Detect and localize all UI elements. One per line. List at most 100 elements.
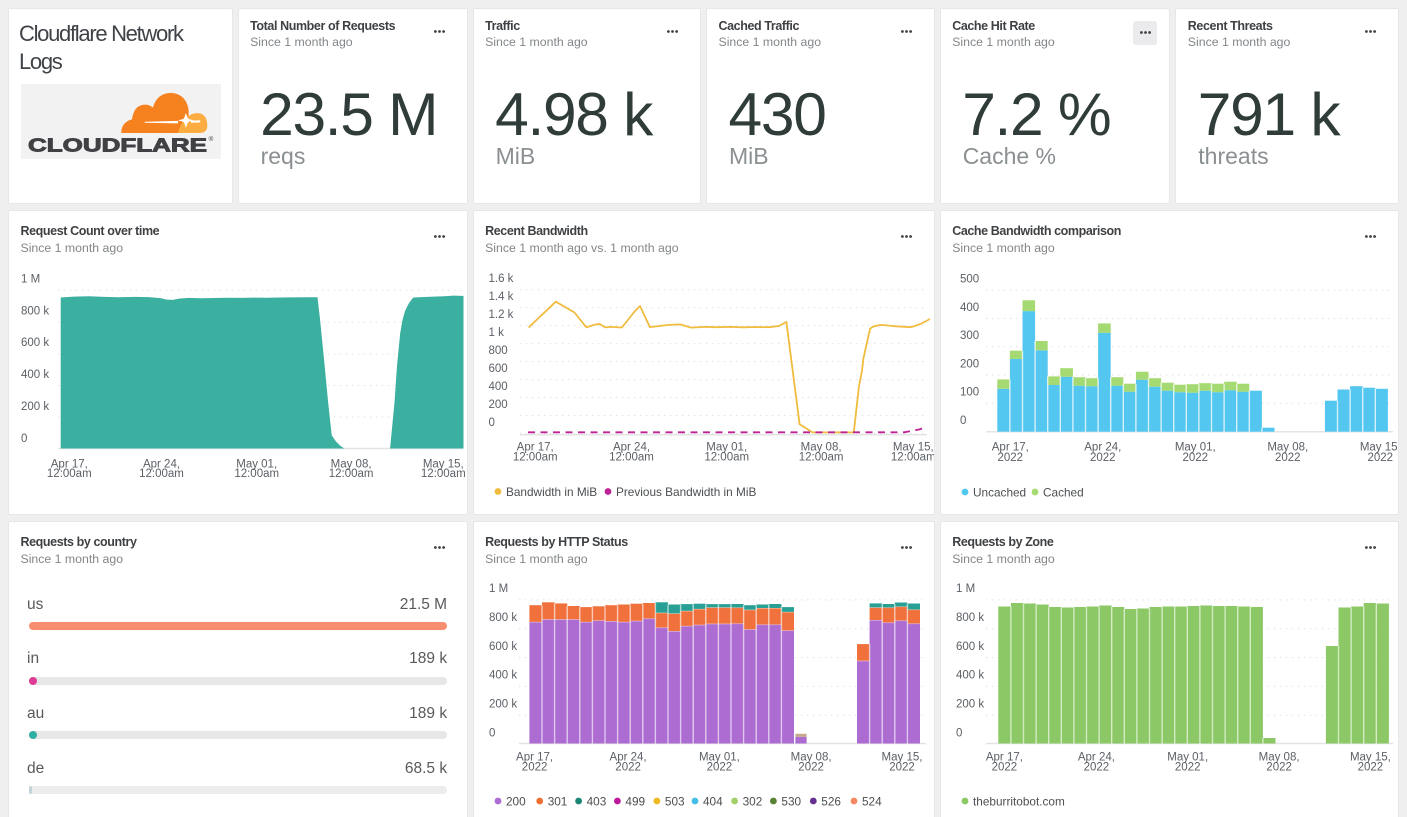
svg-text:302: 302 [742, 795, 762, 809]
svg-text:600 k: 600 k [489, 641, 517, 653]
svg-text:May 08,: May 08, [790, 752, 831, 764]
svg-text:300: 300 [960, 330, 979, 342]
svg-text:Apr 17,: Apr 17, [991, 441, 1028, 453]
svg-text:600 k: 600 k [21, 337, 49, 349]
svg-text:600: 600 [488, 363, 507, 375]
svg-text:1.4 k: 1.4 k [488, 291, 513, 303]
svg-text:524: 524 [862, 795, 882, 809]
svg-text:May 15,: May 15, [881, 752, 922, 764]
svg-text:12:00am: 12:00am [421, 468, 466, 480]
svg-text:400: 400 [488, 381, 507, 393]
svg-text:200 k: 200 k [489, 699, 517, 711]
svg-text:Apr 17,: Apr 17, [51, 459, 88, 471]
svg-text:12:00am: 12:00am [512, 452, 557, 464]
svg-text:12:00am: 12:00am [47, 468, 92, 480]
svg-text:526: 526 [821, 795, 841, 809]
svg-text:2022: 2022 [1275, 452, 1301, 464]
svg-text:2022: 2022 [706, 762, 732, 774]
svg-text:12:00am: 12:00am [234, 468, 279, 480]
svg-text:400 k: 400 k [21, 369, 49, 381]
svg-text:12:00am: 12:00am [891, 452, 935, 464]
svg-text:2022: 2022 [798, 762, 824, 774]
svg-text:200: 200 [506, 795, 526, 809]
svg-text:CLOUDFLARE: CLOUDFLARE [28, 135, 207, 156]
svg-text:Previous Bandwidth in MiB: Previous Bandwidth in MiB [616, 485, 756, 499]
svg-text:0: 0 [960, 415, 966, 427]
svg-text:600 k: 600 k [956, 641, 984, 653]
svg-text:12:00am: 12:00am [798, 452, 843, 464]
svg-text:500: 500 [960, 274, 979, 286]
svg-text:Apr 17,: Apr 17, [986, 752, 1023, 764]
svg-text:2022: 2022 [1083, 762, 1109, 774]
svg-text:®: ® [209, 135, 214, 143]
svg-text:12:00am: 12:00am [609, 452, 654, 464]
svg-text:400 k: 400 k [956, 670, 984, 682]
svg-text:100: 100 [960, 387, 979, 399]
svg-text:2022: 2022 [991, 762, 1017, 774]
svg-text:403: 403 [586, 795, 606, 809]
svg-text:May 08,: May 08, [1258, 752, 1299, 764]
svg-text:499: 499 [625, 795, 645, 809]
svg-text:May 15,: May 15, [1360, 441, 1399, 453]
svg-text:2022: 2022 [1090, 452, 1116, 464]
svg-text:Apr 17,: Apr 17, [516, 752, 553, 764]
svg-text:530: 530 [781, 795, 801, 809]
svg-text:0: 0 [21, 433, 27, 445]
svg-text:800: 800 [488, 345, 507, 357]
svg-text:200 k: 200 k [21, 401, 49, 413]
svg-text:800 k: 800 k [956, 612, 984, 624]
svg-text:Apr 24,: Apr 24, [613, 442, 650, 454]
svg-text:800 k: 800 k [21, 305, 49, 317]
svg-text:1 k: 1 k [488, 327, 504, 339]
svg-text:May 08,: May 08, [1267, 441, 1308, 453]
svg-text:May 01,: May 01, [1175, 441, 1216, 453]
svg-text:May 15,: May 15, [1350, 752, 1391, 764]
svg-text:1.6 k: 1.6 k [488, 273, 513, 285]
svg-text:May 08,: May 08, [331, 459, 372, 471]
svg-text:1 M: 1 M [21, 273, 40, 285]
svg-text:200 k: 200 k [956, 699, 984, 711]
svg-text:800 k: 800 k [489, 612, 517, 624]
svg-text:2022: 2022 [889, 762, 915, 774]
svg-text:0: 0 [489, 727, 495, 739]
svg-text:1 M: 1 M [956, 583, 975, 595]
svg-text:2022: 2022 [521, 762, 547, 774]
svg-text:2022: 2022 [997, 452, 1023, 464]
svg-text:12:00am: 12:00am [139, 468, 184, 480]
svg-text:May 01,: May 01, [236, 459, 277, 471]
svg-text:400: 400 [960, 302, 979, 314]
svg-text:404: 404 [703, 795, 723, 809]
svg-text:2022: 2022 [1175, 762, 1201, 774]
svg-text:2022: 2022 [1182, 452, 1208, 464]
svg-text:301: 301 [547, 795, 567, 809]
svg-text:2022: 2022 [615, 762, 641, 774]
svg-text:2022: 2022 [1357, 762, 1383, 774]
svg-text:Bandwidth in MiB: Bandwidth in MiB [506, 485, 597, 499]
svg-text:May 01,: May 01, [706, 442, 747, 454]
svg-text:200: 200 [960, 358, 979, 370]
svg-text:503: 503 [664, 795, 684, 809]
svg-text:May 15,: May 15, [892, 442, 933, 454]
svg-text:Apr 17,: Apr 17, [516, 442, 553, 454]
svg-text:Apr 24,: Apr 24, [1084, 441, 1121, 453]
svg-text:0: 0 [488, 417, 494, 429]
svg-text:Apr 24,: Apr 24, [1078, 752, 1115, 764]
svg-text:May 08,: May 08, [800, 442, 841, 454]
svg-text:theburritobot.com: theburritobot.com [973, 795, 1065, 809]
svg-text:Cached: Cached [1043, 486, 1084, 500]
svg-text:12:00am: 12:00am [329, 468, 374, 480]
svg-text:400 k: 400 k [489, 670, 517, 682]
svg-text:May 01,: May 01, [1167, 752, 1208, 764]
svg-text:May 01,: May 01, [699, 752, 740, 764]
svg-text:Apr 24,: Apr 24, [143, 459, 180, 471]
svg-text:2022: 2022 [1367, 452, 1393, 464]
svg-text:200: 200 [488, 399, 507, 411]
svg-text:Uncached: Uncached [973, 486, 1026, 500]
svg-text:12:00am: 12:00am [704, 452, 749, 464]
svg-text:1 M: 1 M [489, 583, 508, 595]
svg-text:1.2 k: 1.2 k [488, 309, 513, 321]
svg-text:2022: 2022 [1266, 762, 1292, 774]
svg-text:May 15,: May 15, [423, 459, 464, 471]
svg-text:0: 0 [956, 727, 962, 739]
svg-text:Apr 24,: Apr 24, [609, 752, 646, 764]
